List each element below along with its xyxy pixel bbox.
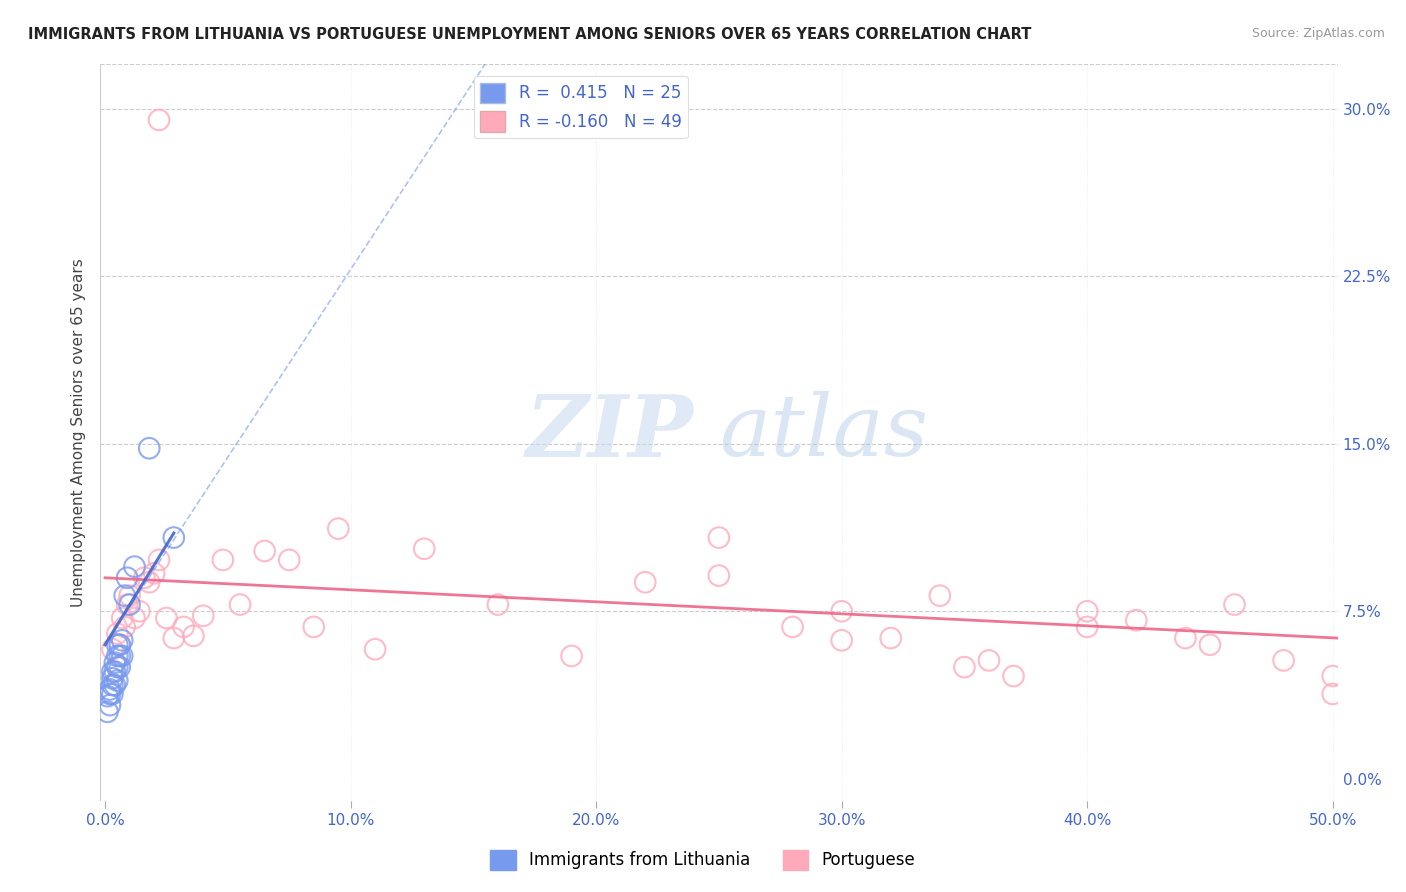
Point [105,660,128,674]
Point [1223,598,1246,612]
Point [143,566,166,581]
Point [193,608,215,623]
Point [302,620,325,634]
Point [111,633,134,648]
Point [98,698,121,712]
Point [413,541,436,556]
Point [634,575,657,590]
Point [114,589,136,603]
Text: ZIP: ZIP [526,391,695,475]
Text: Source: ZipAtlas.com: Source: ZipAtlas.com [1251,27,1385,40]
Point [108,638,131,652]
Point [1322,687,1344,701]
Point [134,571,156,585]
Point [101,665,124,679]
Point [782,620,804,634]
Point [229,598,252,612]
Point [253,544,276,558]
Point [101,642,124,657]
Point [1174,631,1197,645]
Point [928,589,950,603]
Y-axis label: Unemployment Among Seniors over 65 years: Unemployment Among Seniors over 65 years [72,258,86,607]
Point [880,631,903,645]
Point [114,620,136,634]
Legend: R =  0.415   N = 25, R = -0.160   N = 49: R = 0.415 N = 25, R = -0.160 N = 49 [474,76,688,138]
Point [486,598,509,612]
Point [115,598,138,612]
Point [1322,669,1344,683]
Point [1272,653,1295,667]
Point [96,689,118,703]
Point [1076,620,1098,634]
Point [278,553,301,567]
Point [101,678,124,692]
Point [831,633,853,648]
Point [707,531,730,545]
Point [98,687,121,701]
Point [124,559,146,574]
Point [138,442,160,456]
Point [108,648,131,663]
Point [105,626,128,640]
Point [111,611,134,625]
Point [1076,604,1098,618]
Point [148,553,170,567]
Point [115,571,138,585]
Point [118,589,141,603]
Point [364,642,387,657]
Point [108,638,131,652]
Point [1002,669,1025,683]
Point [104,656,127,670]
Point [105,673,128,688]
Point [561,648,583,663]
Point [101,671,124,685]
Point [173,620,195,634]
Point [96,705,118,719]
Point [111,648,134,663]
Point [183,629,205,643]
Text: IMMIGRANTS FROM LITHUANIA VS PORTUGUESE UNEMPLOYMENT AMONG SENIORS OVER 65 YEARS: IMMIGRANTS FROM LITHUANIA VS PORTUGUESE … [28,27,1032,42]
Point [108,660,131,674]
Point [163,631,186,645]
Point [105,648,128,663]
Point [138,575,160,590]
Point [124,611,146,625]
Point [953,660,976,674]
Point [163,531,186,545]
Point [98,682,121,697]
Point [104,665,127,679]
Point [118,598,141,612]
Point [977,653,1000,667]
Point [1199,638,1222,652]
Point [707,568,730,582]
Point [155,611,177,625]
Point [148,112,170,127]
Legend: Immigrants from Lithuania, Portuguese: Immigrants from Lithuania, Portuguese [484,843,922,877]
Point [212,553,235,567]
Point [1125,613,1147,627]
Point [128,604,150,618]
Point [101,687,124,701]
Text: atlas: atlas [718,392,928,474]
Point [104,678,127,692]
Point [831,604,853,618]
Point [105,638,128,652]
Point [328,522,350,536]
